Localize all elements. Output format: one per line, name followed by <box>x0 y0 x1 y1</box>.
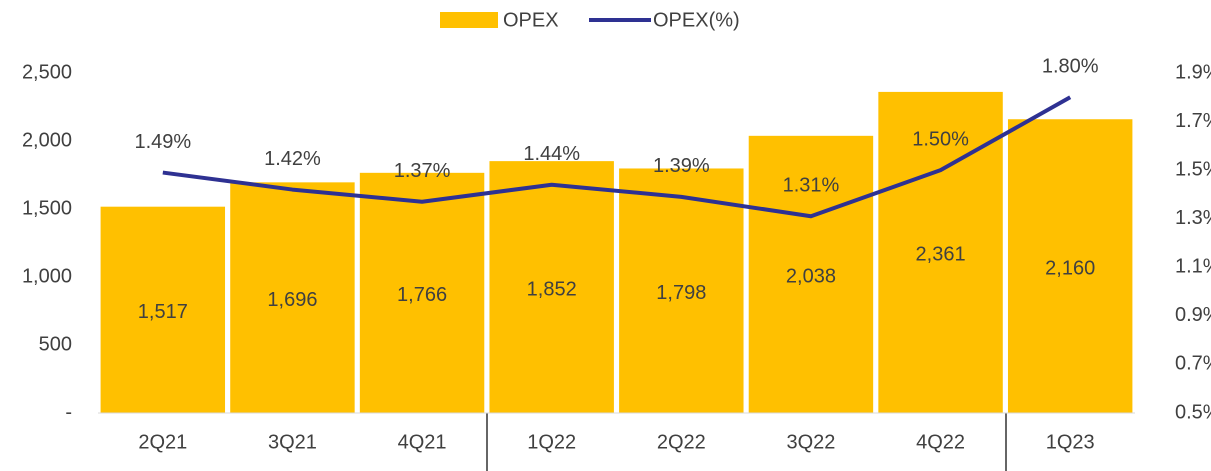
y-tick-label: 2,500 <box>22 61 72 83</box>
data-label: 1.31% <box>783 175 840 197</box>
y2-tick-label: 0.7% <box>1175 353 1211 375</box>
bar <box>748 135 874 413</box>
line <box>162 95 1072 219</box>
x-tick-label: 1Q23 <box>1046 431 1095 453</box>
legend-swatch <box>440 12 498 28</box>
y2-tick-label: 1.9% <box>1175 61 1211 83</box>
x-tick-label: 2Q22 <box>657 431 706 453</box>
data-label: 1,696 <box>267 289 317 311</box>
bar <box>489 161 614 413</box>
data-label: 1.49% <box>134 131 191 153</box>
data-label: 2,038 <box>786 266 836 288</box>
legend-label: OPEX <box>503 9 559 31</box>
y-tick-label: - <box>65 401 72 423</box>
y2-tick-label: 0.9% <box>1175 304 1211 326</box>
y2-tick-label: 0.5% <box>1175 401 1211 423</box>
data-label: 1.80% <box>1042 56 1099 78</box>
data-label: 1,517 <box>138 301 188 323</box>
x-tick-label: 1Q22 <box>527 431 576 453</box>
y2-tick-label: 1.7% <box>1175 110 1211 132</box>
bar <box>230 182 355 413</box>
bar <box>619 168 744 413</box>
bar <box>359 172 485 413</box>
data-label: 1.39% <box>653 155 710 177</box>
data-label: 1,852 <box>527 278 577 300</box>
data-label: 1.50% <box>912 128 969 150</box>
x-tick-label: 4Q22 <box>916 431 965 453</box>
x-tick-label: 3Q21 <box>268 431 317 453</box>
legend-label: OPEX(%) <box>653 9 740 31</box>
x-tick-label: 4Q21 <box>398 431 447 453</box>
bar <box>100 206 226 413</box>
data-label: 2,160 <box>1045 257 1095 279</box>
data-label: 1.42% <box>264 148 321 170</box>
bar <box>1007 119 1133 414</box>
x-tick-label: 2Q21 <box>138 431 187 453</box>
data-label: 1,766 <box>397 284 447 306</box>
y2-tick-label: 1.1% <box>1175 256 1211 278</box>
x-tick-label: 3Q22 <box>786 431 835 453</box>
data-label: 1,798 <box>656 282 706 304</box>
data-label: 1.37% <box>394 160 451 182</box>
y2-tick-label: 1.3% <box>1175 207 1211 229</box>
y-tick-label: 1,000 <box>22 265 72 287</box>
data-label: 1.44% <box>523 143 580 165</box>
y-tick-label: 500 <box>39 333 72 355</box>
y-tick-label: 1,500 <box>22 197 72 219</box>
y2-tick-label: 1.5% <box>1175 158 1211 180</box>
data-label: 2,361 <box>916 244 966 266</box>
y-tick-label: 2,000 <box>22 129 72 151</box>
